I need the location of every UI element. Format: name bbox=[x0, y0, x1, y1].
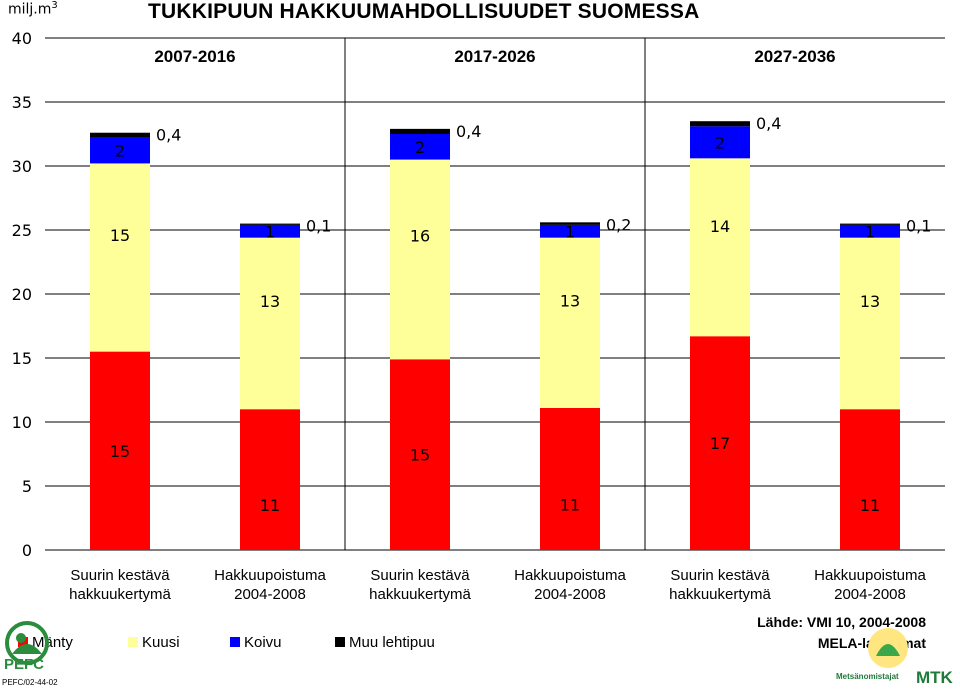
chart-title: TUKKIPUUN HAKKUUMAHDOLLISUUDET SUOMESSA bbox=[148, 0, 700, 23]
category-label: Hakkuupoistuma bbox=[514, 567, 626, 584]
legend-swatch-koivu bbox=[230, 637, 240, 647]
bar-segment-kuusi bbox=[690, 158, 750, 337]
y-tick-label: 20 bbox=[12, 285, 32, 304]
category-label: Suurin kestävä bbox=[70, 567, 170, 584]
category-label: 2004-2008 bbox=[534, 586, 606, 603]
data-label-muu: 0,2 bbox=[606, 215, 631, 234]
legend-item-muu: Muu lehtipuu bbox=[335, 634, 435, 651]
y-tick-label: 40 bbox=[12, 29, 32, 48]
bar-segment-muu bbox=[90, 132, 150, 138]
mtk-logo bbox=[868, 628, 908, 668]
y-tick-label: 30 bbox=[12, 157, 32, 176]
period-label: 2027-2036 bbox=[754, 47, 835, 66]
bar-segment-kuusi bbox=[390, 159, 450, 360]
bar-segment-kuusi bbox=[90, 163, 150, 352]
bar-segment-manty bbox=[390, 359, 450, 550]
data-label-kuusi: 13 bbox=[860, 292, 880, 311]
category-label: 2004-2008 bbox=[834, 586, 906, 603]
data-label-kuusi: 15 bbox=[110, 226, 130, 245]
legend-item-koivu: Koivu bbox=[230, 634, 282, 651]
y-tick-label: 0 bbox=[22, 541, 32, 560]
data-label-kuusi: 13 bbox=[560, 292, 580, 311]
data-label-muu: 0,4 bbox=[156, 126, 181, 145]
bar-segment-koivu bbox=[540, 224, 600, 238]
data-label-koivu: 2 bbox=[715, 133, 725, 152]
pefc-logo bbox=[5, 621, 49, 665]
data-label-muu: 0,4 bbox=[456, 122, 481, 141]
bar-segment-kuusi bbox=[240, 237, 300, 410]
data-label-manty: 17 bbox=[710, 434, 730, 453]
y-tick-label: 10 bbox=[12, 413, 32, 432]
bar-segment-muu bbox=[840, 223, 900, 225]
bar-segment-manty bbox=[840, 409, 900, 550]
y-tick-label: 25 bbox=[12, 221, 32, 240]
y-axis-unit: milj.m3 bbox=[8, 0, 58, 18]
data-label-kuusi: 14 bbox=[710, 217, 730, 236]
period-label: 2007-2016 bbox=[154, 47, 235, 66]
category-label: hakkuukertymä bbox=[669, 586, 771, 603]
legend-swatch-muu bbox=[335, 637, 345, 647]
pefc-wordmark: PEFC bbox=[4, 656, 45, 673]
bar-segment-kuusi bbox=[840, 237, 900, 410]
bar-segment-muu bbox=[690, 121, 750, 127]
period-label: 2017-2026 bbox=[454, 47, 535, 66]
category-label: hakkuukertymä bbox=[69, 586, 171, 603]
legend-swatch-kuusi bbox=[128, 637, 138, 647]
bar-segment-koivu bbox=[90, 137, 150, 164]
data-label-manty: 15 bbox=[110, 442, 130, 461]
bar-segment-manty bbox=[690, 336, 750, 550]
y-tick-label: 35 bbox=[12, 93, 32, 112]
category-label: Hakkuupoistuma bbox=[214, 567, 326, 584]
data-label-koivu: 2 bbox=[415, 138, 425, 157]
bar-segment-koivu bbox=[390, 134, 450, 160]
bar-segment-manty bbox=[90, 351, 150, 550]
bar-segment-kuusi bbox=[540, 237, 600, 408]
category-label: 2004-2008 bbox=[234, 586, 306, 603]
bar-segment-koivu bbox=[840, 224, 900, 238]
data-label-muu: 0,1 bbox=[306, 217, 331, 236]
legend-item-kuusi: Kuusi bbox=[128, 634, 180, 651]
data-label-manty: 11 bbox=[260, 496, 280, 515]
category-label: Suurin kestävä bbox=[670, 567, 770, 584]
data-label-kuusi: 16 bbox=[410, 226, 430, 245]
data-label-koivu: 1 bbox=[865, 222, 875, 241]
data-label-koivu: 1 bbox=[565, 222, 575, 241]
data-label-koivu: 2 bbox=[115, 142, 125, 161]
category-label: hakkuukertymä bbox=[369, 586, 471, 603]
bar-segment-muu bbox=[240, 223, 300, 225]
mtk-wordmark: MTK bbox=[916, 668, 953, 687]
pefc-code: PEFC/02-44-02 bbox=[2, 678, 58, 687]
data-label-koivu: 1 bbox=[265, 222, 275, 241]
data-label-muu: 0,1 bbox=[906, 217, 931, 236]
category-label: Suurin kestävä bbox=[370, 567, 470, 584]
bar-segment-muu bbox=[390, 128, 450, 134]
data-label-kuusi: 13 bbox=[260, 292, 280, 311]
data-label-manty: 15 bbox=[410, 446, 430, 465]
y-tick-label: 5 bbox=[22, 477, 32, 496]
bar-segment-muu bbox=[540, 222, 600, 225]
data-label-manty: 11 bbox=[560, 496, 580, 515]
y-tick-label: 15 bbox=[12, 349, 32, 368]
bar-segment-koivu bbox=[690, 126, 750, 159]
bar-segment-koivu bbox=[240, 224, 300, 238]
mtk-subtitle: Metsänomistajat bbox=[836, 672, 899, 681]
data-label-muu: 0,4 bbox=[756, 114, 781, 133]
bar-segment-manty bbox=[240, 409, 300, 550]
category-label: Hakkuupoistuma bbox=[814, 567, 926, 584]
bar-segment-manty bbox=[540, 407, 600, 550]
data-label-manty: 11 bbox=[860, 496, 880, 515]
source-line-1: Lähde: VMI 10, 2004-2008 bbox=[757, 614, 926, 630]
